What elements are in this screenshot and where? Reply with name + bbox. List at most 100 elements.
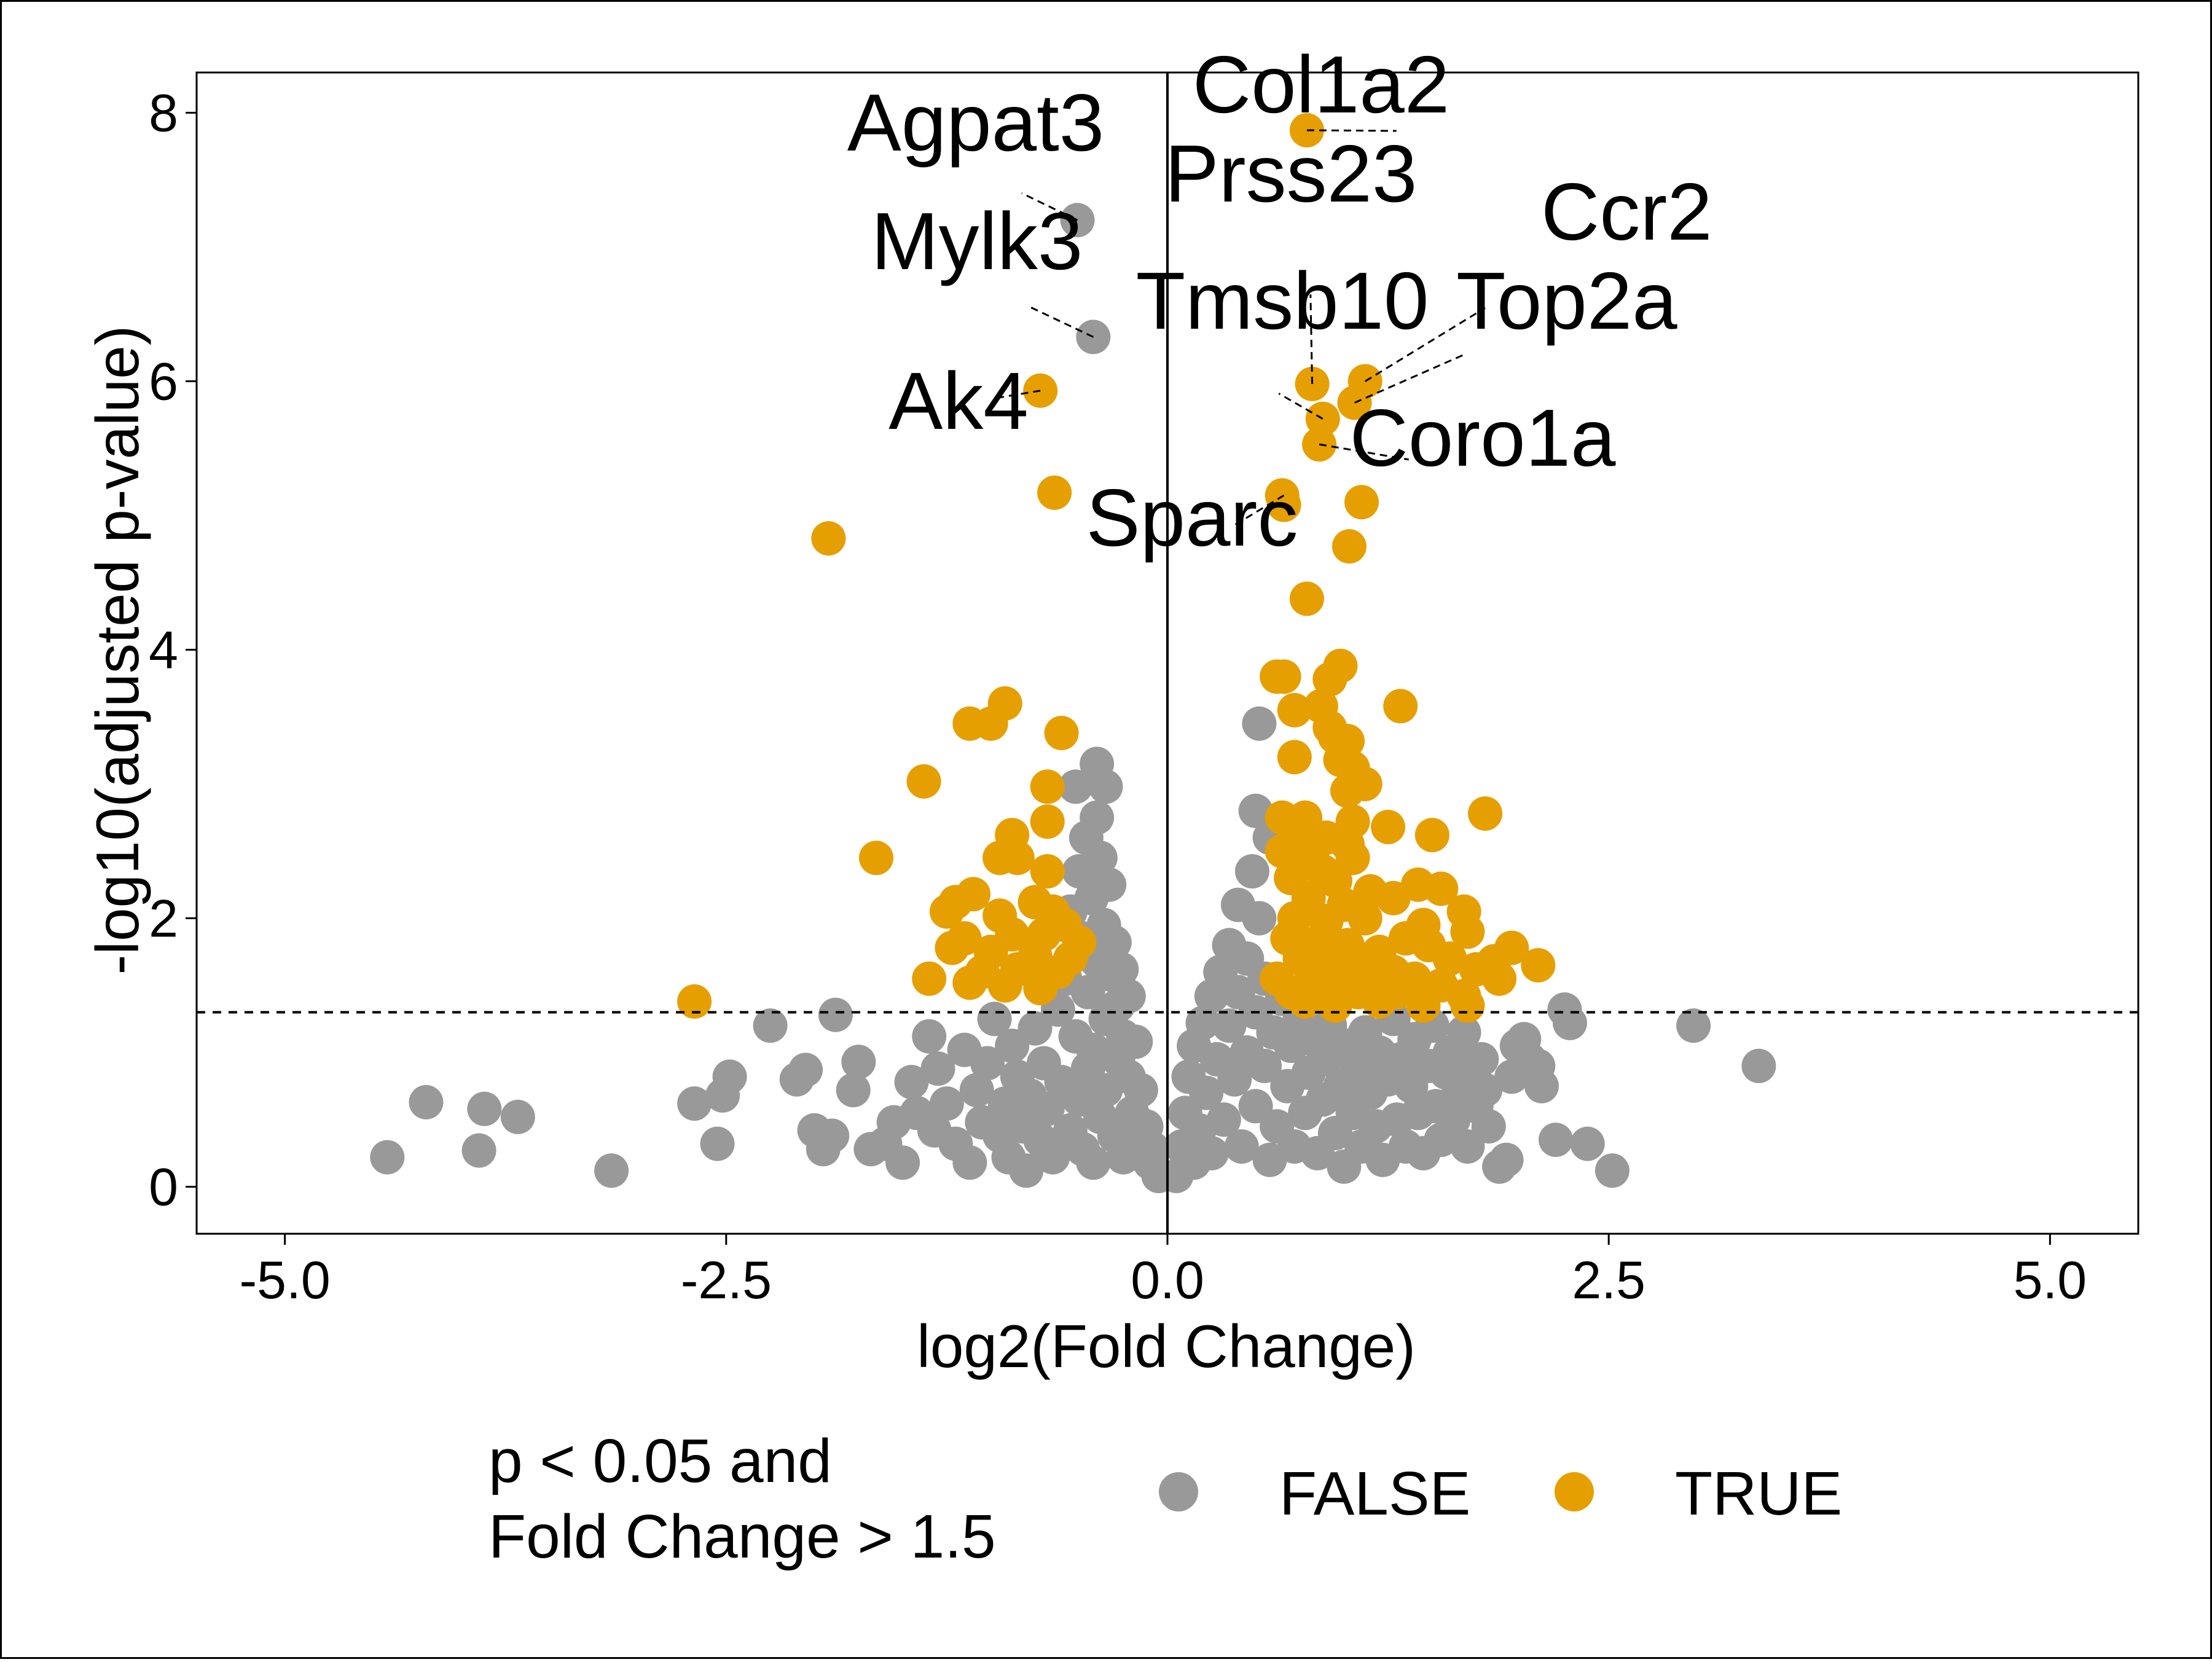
y-tick-label: 0 — [149, 1158, 178, 1217]
annotation-leader-line — [1354, 353, 1467, 404]
data-point-true-93 — [1030, 769, 1065, 804]
data-point-true-53 — [1347, 901, 1382, 936]
data-point-true-10 — [1266, 487, 1301, 522]
data-point-false-74 — [1088, 769, 1123, 804]
data-point-false-176 — [1468, 1073, 1503, 1108]
data-point-false-9 — [700, 1126, 735, 1161]
data-point-false-177 — [1471, 1109, 1506, 1144]
data-point-false-106 — [1194, 1135, 1229, 1170]
annotation-leader-line — [1278, 393, 1324, 420]
data-point-false-89 — [1118, 1024, 1153, 1059]
data-point-false-11 — [712, 1059, 747, 1094]
data-point-true-29 — [1468, 796, 1503, 831]
data-point-false-124 — [1247, 1048, 1282, 1083]
x-tick-label: -5.0 — [240, 1251, 331, 1310]
data-point-false-12 — [753, 1008, 788, 1043]
data-point-true-56 — [1450, 914, 1485, 949]
data-point-true-24 — [1277, 740, 1312, 775]
data-point-false-109 — [1206, 1102, 1241, 1137]
series-true-points — [677, 113, 1556, 1023]
data-point-true-85 — [1362, 984, 1397, 1019]
data-point-false-36 — [970, 1046, 1005, 1081]
x-tick-label: 5.0 — [2014, 1251, 2087, 1310]
data-point-false-118 — [1234, 854, 1269, 889]
data-point-false-175 — [1464, 1042, 1499, 1076]
data-point-false-104 — [1189, 1075, 1224, 1110]
y-axis-title: -log10(adjusted p-value) — [84, 326, 151, 975]
data-point-true-38 — [1265, 834, 1300, 869]
x-axis-title: log2(Fold Change) — [917, 1312, 1416, 1380]
data-point-true-17 — [1323, 648, 1358, 683]
data-point-true-98 — [1000, 841, 1035, 876]
data-point-false-49 — [1030, 1091, 1065, 1126]
y-axis-ticks: 0 2 4 6 8 — [149, 84, 197, 1217]
data-point-false-185 — [1524, 1068, 1559, 1103]
data-point-false-37 — [977, 1002, 1012, 1037]
annotation-leader-line — [999, 390, 1041, 399]
data-point-true-34 — [1414, 818, 1449, 853]
data-point-true-28 — [1330, 774, 1365, 808]
gene-label-sparc: Sparc — [1086, 472, 1298, 563]
data-point-false-30 — [929, 1086, 964, 1121]
data-point-true-111 — [935, 930, 970, 965]
data-point-false-46 — [1018, 1011, 1053, 1046]
data-point-true-5 — [1337, 385, 1372, 420]
data-point-false-18 — [818, 997, 853, 1032]
y-tick-label: 6 — [149, 353, 178, 412]
data-point-true-96 — [859, 841, 893, 876]
data-point-true-49 — [1376, 880, 1411, 915]
data-point-true-8 — [811, 521, 846, 556]
data-point-true-33 — [1371, 810, 1406, 844]
data-point-false-190 — [1594, 1153, 1630, 1188]
data-point-false-186 — [1539, 1123, 1573, 1158]
data-point-false-7 — [594, 1153, 629, 1188]
data-point-false-189 — [1570, 1126, 1605, 1161]
data-point-false-112 — [1217, 1062, 1252, 1097]
data-point-true-91 — [1044, 716, 1079, 750]
data-point-true-46 — [1424, 871, 1459, 906]
y-tick-label: 8 — [149, 84, 178, 143]
data-point-false-121 — [1242, 706, 1277, 741]
data-point-true-67 — [1432, 941, 1467, 976]
data-point-false-115 — [1224, 1129, 1259, 1164]
data-point-true-69 — [1521, 948, 1556, 982]
gene-label-col1a2: Col1a2 — [1193, 39, 1449, 130]
legend-key-true — [1555, 1472, 1594, 1511]
data-point-false-14 — [788, 1052, 823, 1088]
data-point-false-50 — [1035, 1140, 1070, 1175]
x-axis-ticks: -5.0 -2.5 0.0 2.5 5.0 — [240, 1234, 2087, 1310]
x-tick-label: 2.5 — [1572, 1251, 1645, 1310]
data-point-true-87 — [1450, 988, 1485, 1023]
gene-label-top2a: Top2a — [1456, 256, 1677, 346]
data-point-false-8 — [677, 1086, 712, 1121]
data-point-false-17 — [815, 1118, 850, 1153]
annotation-leader-line — [1319, 443, 1410, 461]
legend: p < 0.05 and Fold Change > 1.5 FALSE TRU… — [488, 1427, 1842, 1571]
data-point-true-83 — [1288, 984, 1323, 1019]
data-point-true-13 — [1289, 581, 1324, 616]
data-point-false-191 — [1676, 1008, 1711, 1043]
legend-title-line-2: Fold Change > 1.5 — [488, 1502, 996, 1571]
data-point-false-123 — [1242, 901, 1277, 936]
gene-label-mylk3: Mylk3 — [871, 196, 1083, 286]
gene-label-prss23: Prss23 — [1165, 128, 1418, 219]
gene-annotations: Col1a2 Agpat3 Prss23 Ccr2 Mylk3 Tmsb10 Top2a Ak… — [847, 39, 1712, 563]
data-point-false-69 — [1080, 800, 1115, 835]
data-point-false-56 — [1058, 769, 1093, 804]
annotation-leader-line — [1021, 192, 1078, 221]
annotation-leader-line — [1306, 129, 1397, 132]
data-point-false-6 — [500, 1099, 535, 1134]
data-point-true-101 — [956, 877, 990, 912]
data-point-true-90 — [987, 686, 1022, 721]
data-point-false-179 — [1489, 1142, 1524, 1177]
legend-key-false — [1159, 1472, 1198, 1511]
data-point-false-94 — [1136, 1132, 1171, 1167]
data-point-false-19 — [836, 1073, 871, 1108]
data-point-false-4 — [461, 1133, 496, 1168]
data-point-false-25 — [894, 1065, 929, 1100]
legend-title-line-1: p < 0.05 and — [488, 1427, 832, 1495]
data-point-false-44 — [1009, 1153, 1044, 1188]
data-point-true-20 — [1383, 689, 1418, 724]
